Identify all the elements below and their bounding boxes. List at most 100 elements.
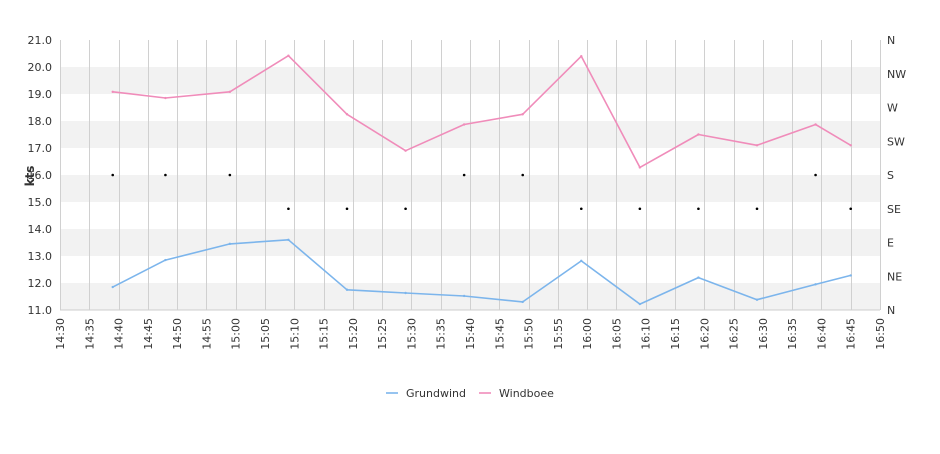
x-axis-ticks: 14:30 14:35 14:40 14:45 14:50 14:55 15:00 15:05… [54,318,887,350]
y-tick-label: 11.0 [28,304,53,317]
data-point-windboee [697,133,700,136]
y-tick-label: 13.0 [28,250,53,263]
y-tick-label: 15.0 [28,196,53,209]
direction-tick-label: S [887,169,894,182]
direction-axis-ticks: N NE E SE S SW W NW N [887,34,906,317]
direction-points [111,173,853,211]
data-point-windboee [814,123,817,126]
x-tick-label: 15:10 [288,318,301,350]
direction-tick-label: SE [887,203,901,216]
direction-point [814,173,817,177]
y-tick-label: 17.0 [28,142,53,155]
direction-point [462,173,466,177]
x-tick-label: 16:15 [669,318,682,350]
x-tick-label: 14:40 [113,318,126,350]
x-tick-label: 16:25 [728,318,741,350]
x-tick-label: 15:00 [230,318,243,350]
data-point-windboee [462,123,466,126]
x-tick-label: 15:05 [259,318,272,350]
y-tick-label: 19.0 [28,88,53,101]
x-tick-label: 16:35 [786,318,799,350]
series-lines [111,54,852,306]
y-tick-label: 14.0 [28,223,53,236]
data-point-grundwind [345,288,349,291]
data-point-windboee [638,166,642,169]
y-tick-label: 12.0 [28,277,53,290]
legend-item-windboee[interactable]: Windboee [479,387,554,400]
direction-tick-label: SW [887,135,905,148]
direction-tick-label: NW [887,68,906,81]
direction-point [521,173,525,177]
x-tick-label: 16:40 [815,318,828,350]
data-point-grundwind [638,302,642,306]
data-point-grundwind [814,283,817,286]
data-point-windboee [849,144,852,147]
x-tick-label: 15:55 [552,318,565,350]
data-point-grundwind [111,285,114,289]
data-point-windboee [287,54,290,57]
x-tick-label: 16:50 [874,318,887,350]
x-tick-label: 14:35 [83,318,96,350]
direction-point [579,207,583,211]
direction-tick-label: N [887,304,895,317]
x-tick-label: 15:25 [376,318,389,350]
direction-point [345,207,349,211]
x-tick-label: 14:30 [54,318,67,350]
x-tick-label: 14:55 [200,318,213,350]
x-tick-label: 15:40 [464,318,477,350]
legend-item-grundwind[interactable]: Grundwind [386,387,466,400]
data-point-windboee [521,113,524,116]
direction-point [228,173,232,177]
series-line-grundwind [112,239,851,305]
x-tick-label: 16:20 [698,318,711,350]
y-tick-label: 21.0 [28,34,53,47]
direction-point [287,207,290,211]
x-tick-label: 15:45 [493,318,506,350]
data-point-windboee [580,55,583,58]
x-tick-label: 14:50 [171,318,184,350]
legend-label: Windboee [499,387,554,400]
y-tick-label: 20.0 [28,61,53,74]
series-line-windboee [112,54,852,169]
data-point-grundwind [697,276,700,279]
x-tick-label: 15:20 [347,318,360,350]
legend: Grundwind Windboee [386,387,554,400]
data-point-grundwind [228,242,232,246]
data-point-grundwind [404,291,407,295]
data-point-grundwind [287,238,290,241]
data-point-grundwind [580,259,583,263]
data-point-windboee [345,113,349,116]
y-axis-ticks: 11.0 12.0 13.0 14.0 15.0 16.0 17.0 18.0 19.0 20.0… [28,34,53,317]
vertical-gridlines [60,40,881,310]
x-tick-label: 15:15 [318,318,331,350]
data-point-grundwind [849,274,852,277]
x-tick-label: 16:45 [845,318,858,350]
direction-point [638,207,642,211]
data-point-windboee [111,90,114,94]
x-tick-label: 15:30 [405,318,418,350]
x-tick-label: 15:50 [523,318,536,350]
direction-point [697,207,700,211]
direction-point [849,207,853,211]
data-point-grundwind [164,258,167,262]
data-point-grundwind [521,300,524,304]
direction-tick-label: N [887,34,895,47]
x-tick-label: 14:45 [142,318,155,350]
direction-tick-label: NE [887,270,902,283]
x-tick-label: 16:10 [640,318,653,350]
direction-tick-label: E [887,237,894,250]
y-axis-label: kts [23,166,37,187]
direction-point [755,207,759,211]
data-point-grundwind [462,294,466,298]
direction-point [164,173,167,177]
x-tick-label: 16:05 [610,318,623,350]
data-point-windboee [228,90,232,94]
direction-point [111,173,115,177]
x-tick-label: 16:30 [757,318,770,350]
y-tick-label: 18.0 [28,115,53,128]
data-point-grundwind [755,298,759,301]
direction-tick-label: W [887,102,898,115]
x-tick-label: 16:00 [581,318,594,350]
